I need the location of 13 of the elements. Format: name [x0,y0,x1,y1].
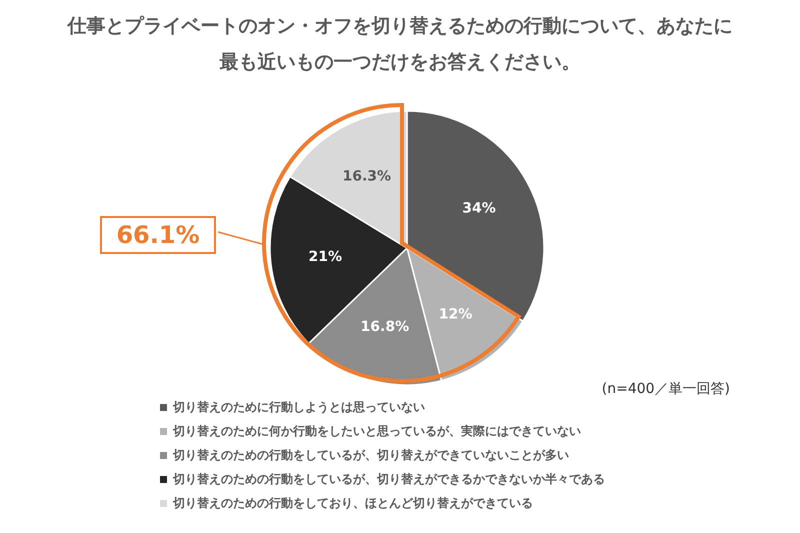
text: (n=400／単一回答) [600,380,730,398]
data-label: 34% [462,200,496,216]
data-label: 16.8% [360,319,410,336]
legend-label: 切り替えのために行動しようとは思っていない [173,399,425,416]
data-label: 16.3% [342,168,392,184]
legend-label: 切り替えのための行動をしているが、切り替えができるかできないか半々である [173,471,605,488]
legend-label: 切り替えのために何か行動をしたいと思っているが、実際にはできていない [173,423,581,440]
legend-label: 切り替えのための行動をしているが、切り替えができていないことが多い [173,447,569,464]
chart-title: 仕事とプライベートのオン・オフを切り替えるための行動について、あなたに最も近いもの一つだけをお答えください。 [66,14,734,75]
data-label: 12% [438,306,472,322]
text: 66.1% [100,216,216,254]
data-label: 21% [308,249,342,266]
legend-label: 切り替えのための行動をしており、ほとんど切り替えができている [173,495,533,512]
